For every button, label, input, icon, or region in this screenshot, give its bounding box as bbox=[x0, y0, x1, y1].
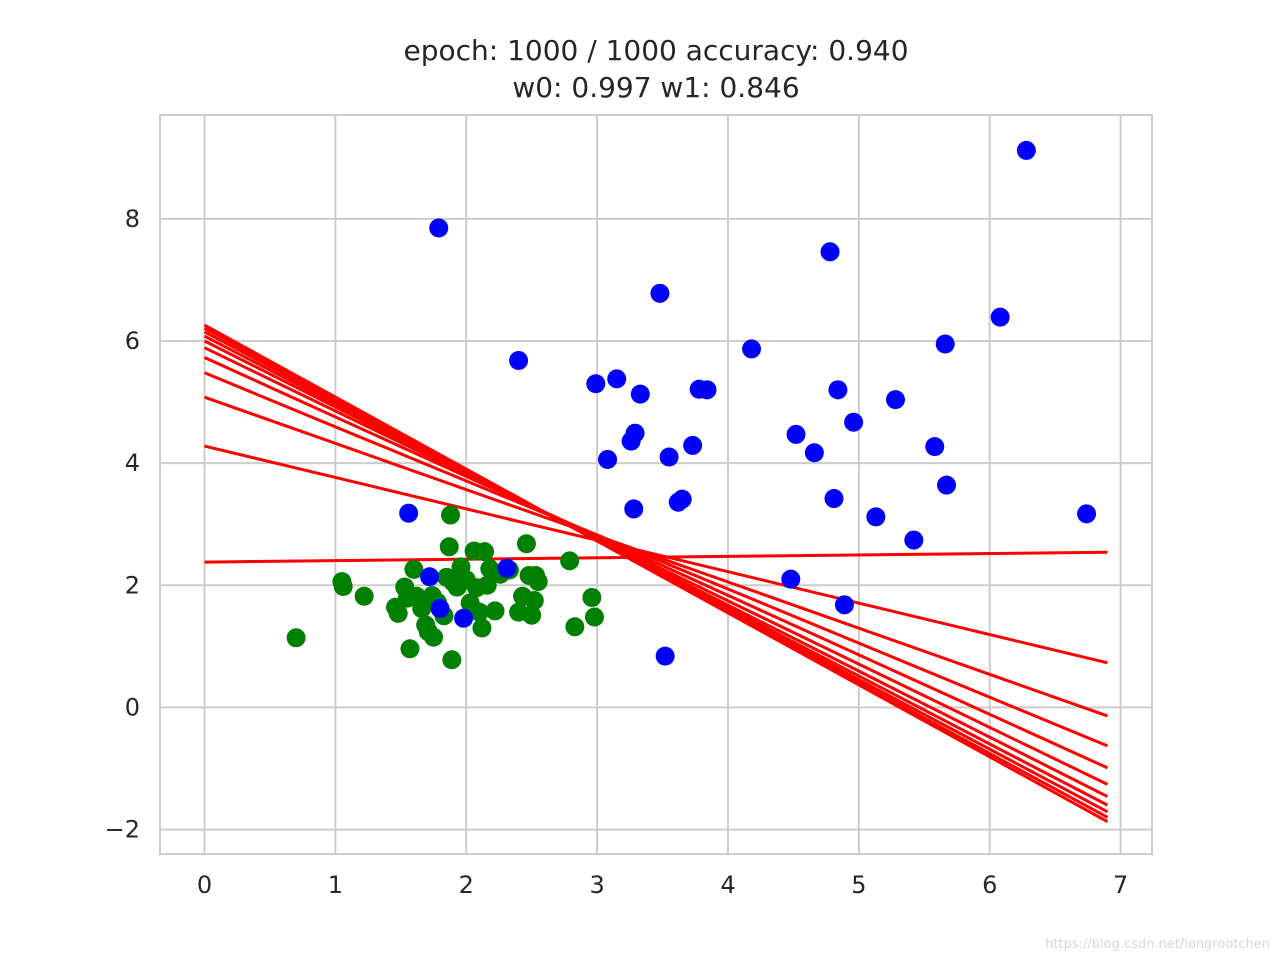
green-point bbox=[412, 598, 432, 618]
blue-point bbox=[429, 218, 449, 238]
green-point bbox=[560, 551, 580, 571]
boundary-line-3 bbox=[203, 395, 1109, 718]
blue-point bbox=[454, 608, 474, 628]
blue-point bbox=[697, 380, 717, 400]
boundary-line-11 bbox=[203, 323, 1109, 823]
blue-point bbox=[925, 437, 945, 457]
blue-point bbox=[885, 390, 905, 410]
blue-point bbox=[683, 435, 703, 455]
y-tick-label: 2 bbox=[125, 571, 140, 599]
green-point bbox=[475, 542, 495, 562]
blue-point bbox=[844, 412, 864, 432]
green-point bbox=[469, 602, 489, 622]
boundary-line-5 bbox=[203, 356, 1109, 770]
plot-frame bbox=[159, 114, 1153, 855]
green-point bbox=[472, 618, 492, 638]
boundary-line-6 bbox=[203, 346, 1109, 786]
x-tick-label: 2 bbox=[459, 871, 474, 899]
x-tick-label: 3 bbox=[589, 871, 604, 899]
blue-point bbox=[935, 334, 955, 354]
green-point bbox=[584, 607, 604, 627]
boundary-line-7 bbox=[203, 339, 1109, 798]
x-tick-label: 5 bbox=[851, 871, 866, 899]
blue-point bbox=[786, 424, 806, 444]
chart-title-line-2: w0: 0.997 w1: 0.846 bbox=[512, 71, 800, 104]
boundary-line-2 bbox=[204, 444, 1108, 665]
green-point bbox=[442, 650, 462, 670]
green-point bbox=[439, 537, 459, 557]
grid-lines bbox=[160, 115, 1152, 854]
blue-point bbox=[655, 646, 675, 666]
blue-point bbox=[497, 558, 517, 578]
x-tick-label: 4 bbox=[720, 871, 735, 899]
green-point bbox=[477, 575, 497, 595]
data-points bbox=[286, 140, 1097, 670]
blue-point bbox=[820, 242, 840, 262]
green-point bbox=[485, 601, 505, 621]
blue-point bbox=[866, 507, 886, 527]
green-point bbox=[424, 627, 444, 647]
green-point bbox=[528, 572, 548, 592]
x-tick-label: 6 bbox=[982, 871, 997, 899]
blue-point bbox=[630, 384, 650, 404]
blue-point bbox=[430, 598, 450, 618]
x-tick-label: 1 bbox=[328, 871, 343, 899]
green-point bbox=[400, 639, 420, 659]
y-tick-label: 8 bbox=[125, 205, 140, 233]
blue-point bbox=[937, 475, 957, 495]
blue-point bbox=[586, 374, 606, 394]
blue-point bbox=[672, 489, 692, 509]
blue-point bbox=[650, 283, 670, 303]
green-point bbox=[286, 628, 306, 648]
green-point bbox=[441, 505, 461, 525]
blue-point bbox=[399, 503, 419, 523]
watermark-text: https://blog.csdn.net/longrootchen bbox=[1045, 937, 1270, 952]
x-tick-label: 7 bbox=[1113, 871, 1128, 899]
y-tick-label: 6 bbox=[125, 327, 140, 355]
x-tick-label: 0 bbox=[197, 871, 212, 899]
green-point bbox=[522, 605, 542, 625]
blue-point bbox=[1077, 504, 1097, 524]
blue-point bbox=[598, 449, 618, 469]
blue-point bbox=[781, 569, 801, 589]
tick-labels: 0 1 2 3 4 5 6 7 −2 0 2 4 6 8 bbox=[105, 205, 1129, 899]
blue-point bbox=[625, 423, 645, 443]
blue-point bbox=[659, 447, 679, 467]
green-point bbox=[333, 576, 353, 596]
boundary-line-4 bbox=[203, 371, 1109, 748]
blue-point bbox=[509, 351, 529, 371]
blue-point bbox=[824, 489, 844, 509]
blue-point bbox=[607, 369, 627, 389]
blue-point bbox=[904, 530, 924, 550]
y-tick-label: 0 bbox=[125, 693, 140, 721]
blue-point bbox=[420, 567, 440, 587]
blue-point bbox=[742, 339, 762, 359]
blue-point bbox=[804, 443, 824, 463]
green-point bbox=[404, 559, 424, 579]
blue-point bbox=[834, 595, 854, 615]
decision-boundary-lines bbox=[203, 323, 1109, 823]
green-point bbox=[565, 617, 585, 637]
y-tick-label: 4 bbox=[125, 449, 140, 477]
blue-point bbox=[828, 380, 848, 400]
y-tick-label: −2 bbox=[105, 816, 140, 844]
blue-point bbox=[1016, 140, 1036, 160]
blue-point bbox=[624, 499, 644, 519]
green-point bbox=[582, 587, 602, 607]
green-point bbox=[516, 534, 536, 554]
chart-title-line-1: epoch: 1000 / 1000 accuracy: 0.940 bbox=[403, 34, 909, 67]
green-point bbox=[524, 591, 544, 611]
green-point bbox=[354, 586, 374, 606]
green-point bbox=[388, 603, 408, 623]
blue-point bbox=[990, 307, 1010, 327]
